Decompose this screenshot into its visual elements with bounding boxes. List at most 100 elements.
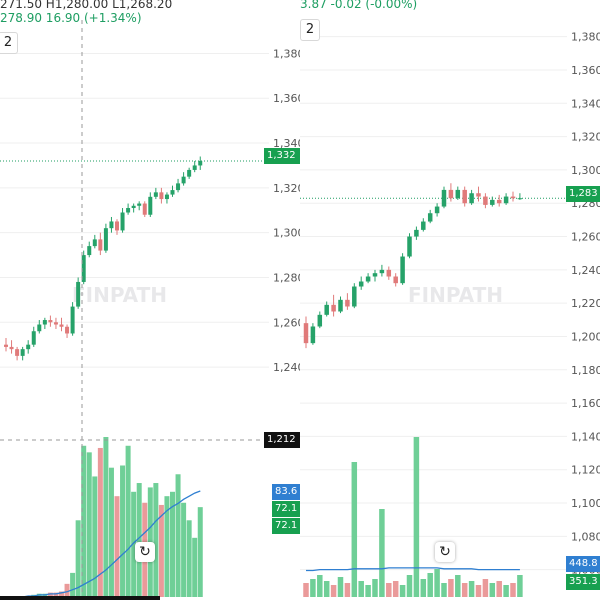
volume-bar: [181, 502, 187, 597]
y-axis-tick-label: 1,300: [571, 164, 600, 177]
volume-bar: [164, 496, 170, 597]
volume-bar: [337, 577, 344, 597]
volume-bar: [461, 583, 468, 597]
volume-bar: [510, 583, 516, 597]
right-change-readout: 3.87 -0.02 (-0.00%): [300, 0, 418, 11]
watermark-text: FINPATH: [408, 283, 503, 307]
volume-ma-line: [306, 567, 520, 572]
candle-body: [92, 239, 97, 247]
right-chart-svg[interactable]: 1,3801,3601,3401,3201,3001,2801,2601,240…: [300, 0, 600, 600]
volume-bar: [344, 583, 351, 597]
volume-bar: [64, 583, 70, 597]
candle-body: [4, 344, 8, 347]
candle-body: [496, 199, 502, 204]
left-last-change-readout: 278.90 16.90 (+1.34%): [0, 11, 142, 25]
candle-body: [379, 269, 385, 274]
reset-icon[interactable]: ↻: [135, 542, 155, 562]
volume-bar: [175, 474, 181, 597]
candle-body: [187, 169, 192, 177]
candle-body: [115, 221, 119, 231]
right-chart-pane[interactable]: 1,380 1,360 1,340 1,320 1,300 1,280 1,260 1,240…: [300, 0, 600, 600]
volume-bar: [53, 592, 59, 597]
left-chart-svg[interactable]: 1,380 1,360 1,340 1,320 1,300 1,280 1,260 1,240…: [0, 0, 300, 600]
candle-body: [198, 160, 203, 166]
y-axis-tick-label: 1,320: [571, 131, 600, 144]
y-axis-tick-label: 1,160: [571, 397, 600, 410]
left-ohlc-readout: 271.50 H1,280.00 L1,268.20: [0, 0, 173, 11]
volume-bar: [81, 445, 87, 597]
volume-bar: [475, 585, 482, 597]
candle-body: [441, 189, 447, 207]
volume-bar: [365, 585, 371, 597]
y-axis-tick-label: 1,360: [571, 64, 600, 77]
candle-body: [434, 206, 440, 214]
candle-body: [15, 349, 20, 356]
volume-bar: [192, 537, 198, 597]
candle-body: [181, 176, 186, 184]
y-axis-tick-label: 1,080: [571, 530, 600, 543]
volume-bar: [489, 583, 496, 597]
y-axis-tick-label: 1,200: [571, 330, 600, 343]
volume-bar: [303, 583, 309, 597]
candle-body: [476, 193, 481, 197]
y-axis-tick-label: 1,340: [273, 137, 300, 150]
candle-body: [170, 190, 175, 195]
volume-bar: [372, 579, 378, 597]
left-indicator-tag-3: 72.1: [272, 518, 300, 534]
volume-bar: [317, 575, 323, 597]
volume-bar: [448, 579, 454, 597]
candle-body: [483, 196, 488, 205]
volume-bar: [468, 581, 475, 597]
candle-body: [358, 281, 364, 287]
y-axis-tick-label: 1,140: [571, 430, 600, 443]
candle-body: [70, 306, 75, 334]
candle-body: [352, 286, 357, 307]
candle-body: [109, 221, 114, 229]
candle-body: [98, 239, 103, 251]
y-axis-tick-label: 1,100: [571, 497, 600, 510]
watermark-text: FINPATH: [72, 283, 167, 307]
candle-body: [331, 304, 336, 312]
volume-bar: [136, 483, 142, 597]
candle-body: [131, 205, 136, 209]
candle-body: [153, 192, 158, 197]
candle-body: [462, 189, 467, 204]
reset-icon[interactable]: ↻: [435, 542, 455, 562]
candle-body: [490, 199, 495, 205]
volume-bar: [59, 591, 64, 597]
candle-body: [310, 326, 316, 344]
volume-bar: [197, 507, 203, 597]
volume-bar: [186, 520, 192, 597]
candle-body: [503, 196, 509, 204]
volume-bar: [120, 465, 126, 597]
y-axis-tick-label: 1,220: [571, 297, 600, 310]
candle-body: [103, 228, 108, 251]
volume-bar: [97, 447, 103, 597]
candle-body: [400, 256, 405, 284]
candle-body: [31, 331, 36, 345]
y-axis-tick-label: 1,260: [273, 316, 300, 329]
volume-bar: [92, 476, 98, 597]
candle-body: [469, 193, 474, 204]
left-chart-pane[interactable]: 1,380 1,360 1,340 1,320 1,300 1,280 1,260 1,240…: [0, 0, 300, 600]
right-interval-badge[interactable]: 2: [300, 19, 320, 41]
candle-body: [137, 203, 142, 206]
candle-body: [448, 189, 454, 199]
volume-bar: [427, 573, 433, 597]
volume-bar: [496, 581, 502, 597]
candle-body: [317, 314, 323, 327]
y-axis-tick-label: 1,380: [273, 47, 300, 60]
volume-bar: [399, 585, 406, 597]
volume-bar: [455, 575, 461, 597]
candle-body: [26, 344, 31, 350]
volume-bar: [420, 579, 427, 597]
y-axis-tick-label: 1,340: [571, 97, 600, 110]
left-interval-badge[interactable]: 2: [0, 32, 18, 54]
candle-body: [87, 246, 92, 256]
volume-bar: [379, 509, 385, 597]
volume-bar: [158, 504, 164, 597]
candle-body: [42, 320, 47, 325]
candle-body: [372, 273, 378, 277]
volume-bar: [47, 592, 53, 597]
